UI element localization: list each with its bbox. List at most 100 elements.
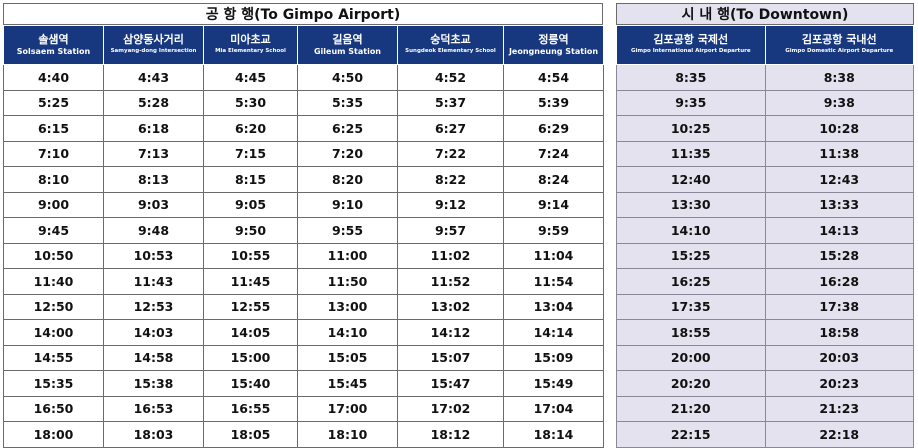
time-cell: 13:02 <box>397 293 504 320</box>
time-cell: 6:18 <box>103 115 204 142</box>
time-cell: 11:54 <box>503 268 604 295</box>
time-cell: 8:22 <box>397 166 504 193</box>
downtown-timetable-title: 시 내 행(To Downtown) <box>616 3 914 25</box>
time-cell: 18:58 <box>764 319 914 346</box>
time-cell: 6:25 <box>297 115 398 142</box>
time-cell: 11:40 <box>3 268 104 295</box>
time-cell: 17:02 <box>397 395 504 422</box>
table-row: 15:35 15:38 15:40 15:45 15:47 15:49 <box>3 370 604 397</box>
time-cell: 4:43 <box>103 64 204 91</box>
time-cell: 5:28 <box>103 89 204 116</box>
table-row: 11:40 11:43 11:45 11:50 11:52 11:54 <box>3 268 604 295</box>
time-cell: 4:52 <box>397 64 504 91</box>
time-cell: 10:28 <box>764 115 914 142</box>
time-cell: 9:00 <box>3 191 104 218</box>
time-cell: 15:40 <box>203 370 298 397</box>
time-cell: 14:10 <box>616 217 766 244</box>
column-header-jeongneung-station: 정릉역 Jeongneung Station <box>503 25 604 65</box>
time-cell: 13:30 <box>616 191 766 218</box>
time-cell: 12:53 <box>103 293 204 320</box>
column-header-gileum-station: 길음역 Gileum Station <box>297 25 398 65</box>
time-cell: 10:55 <box>203 242 298 269</box>
downtown-timetable-table: 김포공항 국제선 Gimpo International Airport Dep… <box>616 25 914 448</box>
time-cell: 5:35 <box>297 89 398 116</box>
time-cell: 8:38 <box>764 64 914 91</box>
table-row: 6:15 6:18 6:20 6:25 6:27 6:29 <box>3 115 604 142</box>
time-cell: 6:27 <box>397 115 504 142</box>
time-cell: 15:05 <box>297 344 398 371</box>
time-cell: 15:38 <box>103 370 204 397</box>
time-cell: 8:24 <box>503 166 604 193</box>
time-cell: 18:12 <box>397 421 504 448</box>
downtown-timetable: 시 내 행(To Downtown) 김포공항 국제선 Gimpo Intern… <box>616 3 914 448</box>
downtown-timetable-body: 8:35 8:38 9:35 9:38 10:25 10:28 11:35 11:38 12:4… <box>616 64 914 448</box>
time-cell: 18:03 <box>103 421 204 448</box>
time-cell: 9:14 <box>503 191 604 218</box>
time-cell: 14:58 <box>103 344 204 371</box>
time-cell: 11:02 <box>397 242 504 269</box>
time-cell: 9:03 <box>103 191 204 218</box>
time-cell: 5:37 <box>397 89 504 116</box>
time-cell: 17:00 <box>297 395 398 422</box>
time-cell: 11:43 <box>103 268 204 295</box>
time-cell: 9:35 <box>616 89 766 116</box>
time-cell: 11:50 <box>297 268 398 295</box>
time-cell: 11:52 <box>397 268 504 295</box>
time-cell: 15:09 <box>503 344 604 371</box>
time-cell: 11:35 <box>616 140 766 167</box>
column-header-mia-elementary-school: 미아초교 Mia Elementary School <box>203 25 298 65</box>
time-cell: 5:25 <box>3 89 104 116</box>
time-cell: 14:03 <box>103 319 204 346</box>
time-cell: 16:55 <box>203 395 298 422</box>
airport-header-row: 솔샘역 Solsaem Station 삼양동사거리 Samyang-dong … <box>3 25 604 65</box>
time-cell: 15:47 <box>397 370 504 397</box>
time-cell: 13:33 <box>764 191 914 218</box>
time-cell: 8:20 <box>297 166 398 193</box>
time-cell: 9:45 <box>3 217 104 244</box>
column-header-sungdeok-elementary-school: 숭덕초교 Sungdeok Elementary School <box>397 25 504 65</box>
table-row: 13:30 13:33 <box>616 191 914 218</box>
time-cell: 4:54 <box>503 64 604 91</box>
time-cell: 6:15 <box>3 115 104 142</box>
time-cell: 4:45 <box>203 64 298 91</box>
time-cell: 9:59 <box>503 217 604 244</box>
time-cell: 20:03 <box>764 344 914 371</box>
time-cell: 20:23 <box>764 370 914 397</box>
time-cell: 18:00 <box>3 421 104 448</box>
time-cell: 14:00 <box>3 319 104 346</box>
time-cell: 11:04 <box>503 242 604 269</box>
column-header-samyang-dong-intersection: 삼양동사거리 Samyang-dong Intersection <box>103 25 204 65</box>
time-cell: 14:55 <box>3 344 104 371</box>
time-cell: 5:30 <box>203 89 298 116</box>
time-cell: 9:10 <box>297 191 398 218</box>
time-cell: 7:10 <box>3 140 104 167</box>
table-row: 5:25 5:28 5:30 5:35 5:37 5:39 <box>3 89 604 116</box>
table-row: 4:40 4:43 4:45 4:50 4:52 4:54 <box>3 64 604 91</box>
table-row: 7:10 7:13 7:15 7:20 7:22 7:24 <box>3 140 604 167</box>
time-cell: 18:55 <box>616 319 766 346</box>
table-row: 8:10 8:13 8:15 8:20 8:22 8:24 <box>3 166 604 193</box>
time-cell: 12:50 <box>3 293 104 320</box>
time-cell: 7:20 <box>297 140 398 167</box>
time-cell: 15:07 <box>397 344 504 371</box>
time-cell: 15:25 <box>616 242 766 269</box>
airport-timetable-body: 4:40 4:43 4:45 4:50 4:52 4:54 5:25 5:28 5:30 5:35… <box>3 64 604 448</box>
time-cell: 22:18 <box>764 421 914 448</box>
column-header-solsaem-station: 솔샘역 Solsaem Station <box>3 25 104 65</box>
time-cell: 9:05 <box>203 191 298 218</box>
time-cell: 16:28 <box>764 268 914 295</box>
time-cell: 22:15 <box>616 421 766 448</box>
time-cell: 20:20 <box>616 370 766 397</box>
time-cell: 11:45 <box>203 268 298 295</box>
column-header-gimpo-international-departure: 김포공항 국제선 Gimpo International Airport Dep… <box>616 25 766 65</box>
table-row: 12:40 12:43 <box>616 166 914 193</box>
time-cell: 14:13 <box>764 217 914 244</box>
time-cell: 18:14 <box>503 421 604 448</box>
time-cell: 7:24 <box>503 140 604 167</box>
time-cell: 13:04 <box>503 293 604 320</box>
table-row: 18:55 18:58 <box>616 319 914 346</box>
time-cell: 16:25 <box>616 268 766 295</box>
time-cell: 20:00 <box>616 344 766 371</box>
time-cell: 9:12 <box>397 191 504 218</box>
time-cell: 8:10 <box>3 166 104 193</box>
